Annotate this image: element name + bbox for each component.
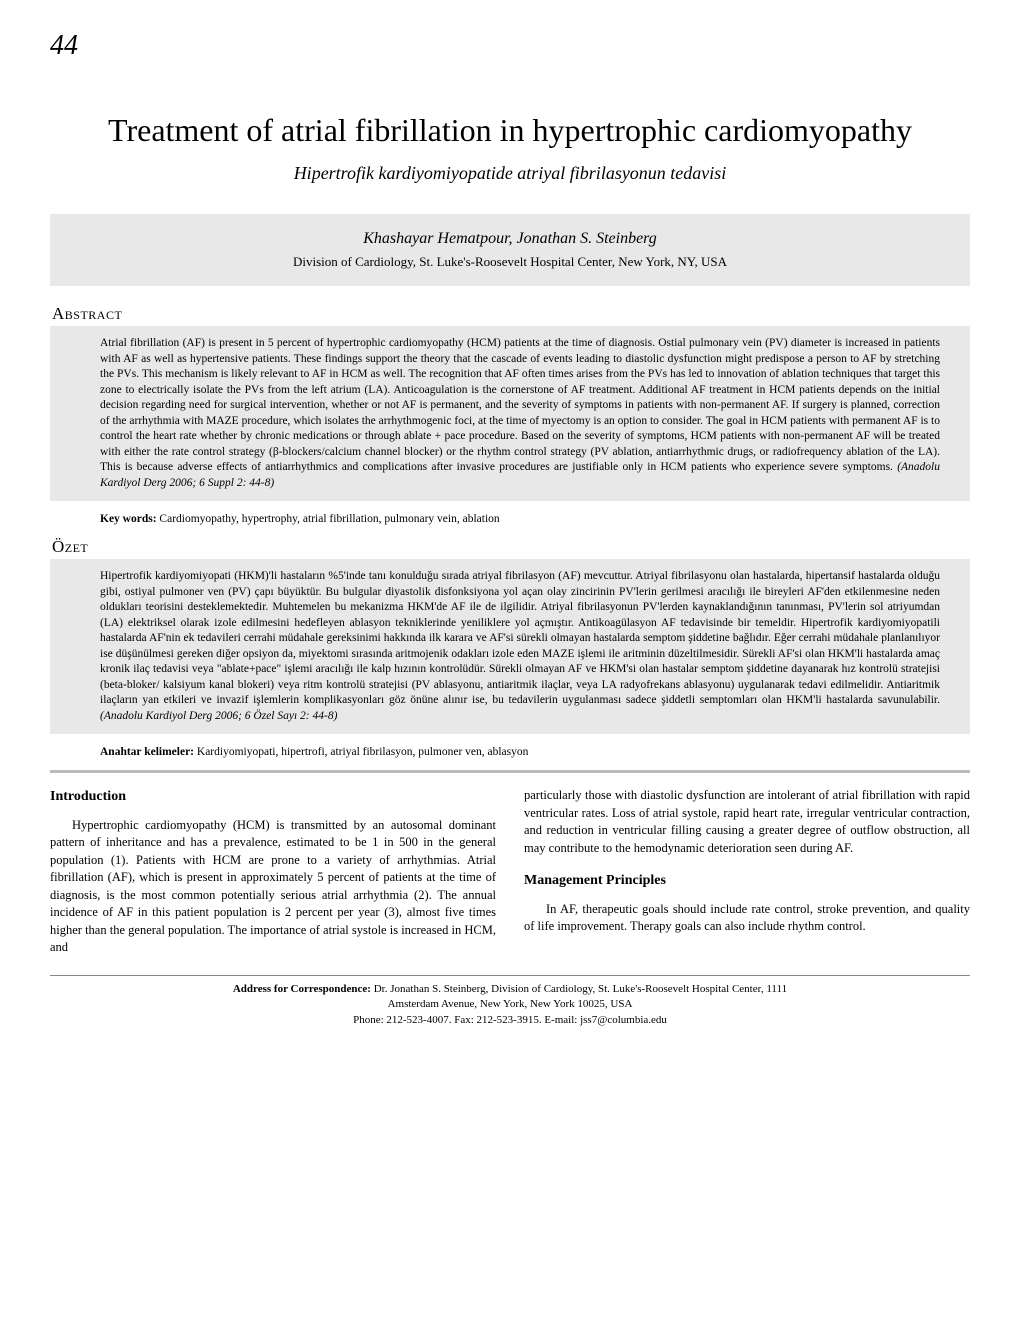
page-number: 44 xyxy=(50,30,970,62)
footer-divider xyxy=(50,975,970,976)
abstract-label: Abstract xyxy=(50,304,970,324)
right-column: particularly those with diastolic dysfun… xyxy=(524,787,970,957)
abstract-box: Atrial fibrillation (AF) is present in 5… xyxy=(50,326,970,501)
body-columns: Introduction Hypertrophic cardiomyopathy… xyxy=(50,787,970,957)
ozet-text: Hipertrofik kardiyomiyopati (HKM)'li has… xyxy=(100,570,940,706)
ozet-keywords-text: Kardiyomiyopati, hipertrofi, atriyal fib… xyxy=(197,746,529,758)
ozet-label: Özet xyxy=(50,537,970,557)
ozet-keywords-label: Anahtar kelimeler: xyxy=(100,746,197,758)
management-heading: Management Principles xyxy=(524,871,970,891)
footer-line2: Amsterdam Avenue, New York, New York 100… xyxy=(388,998,633,1010)
ozet-box: Hipertrofik kardiyomiyopati (HKM)'li has… xyxy=(50,559,970,734)
footer-addr-label: Address for Correspondence: xyxy=(233,983,374,995)
keywords-text: Cardiomyopathy, hypertrophy, atrial fibr… xyxy=(159,513,499,525)
left-column: Introduction Hypertrophic cardiomyopathy… xyxy=(50,787,496,957)
authors: Khashayar Hematpour, Jonathan S. Steinbe… xyxy=(66,230,954,248)
keywords-label: Key words: xyxy=(100,513,159,525)
footer: Address for Correspondence: Dr. Jonathan… xyxy=(50,982,970,1028)
intro-heading: Introduction xyxy=(50,787,496,807)
section-divider xyxy=(50,770,970,773)
ozet-citation: (Anadolu Kardiyol Derg 2006; 6 Özel Sayı… xyxy=(100,710,337,722)
footer-line1: Dr. Jonathan S. Steinberg, Division of C… xyxy=(374,983,787,995)
management-paragraph: In AF, therapeutic goals should include … xyxy=(524,901,970,936)
abstract-text: Atrial fibrillation (AF) is present in 5… xyxy=(100,337,940,473)
affiliation: Division of Cardiology, St. Luke's-Roose… xyxy=(66,254,954,270)
intro-paragraph: Hypertrophic cardiomyopathy (HCM) is tra… xyxy=(50,817,496,957)
continuation-paragraph: particularly those with diastolic dysfun… xyxy=(524,787,970,857)
article-title: Treatment of atrial fibrillation in hype… xyxy=(50,112,970,149)
article-subtitle: Hipertrofik kardiyomiyopatide atriyal fi… xyxy=(50,163,970,184)
author-block: Khashayar Hematpour, Jonathan S. Steinbe… xyxy=(50,214,970,286)
keywords-row: Key words: Cardiomyopathy, hypertrophy, … xyxy=(50,513,970,525)
ozet-keywords-row: Anahtar kelimeler: Kardiyomiyopati, hipe… xyxy=(50,746,970,758)
footer-line3: Phone: 212-523-4007. Fax: 212-523-3915. … xyxy=(353,1014,667,1026)
